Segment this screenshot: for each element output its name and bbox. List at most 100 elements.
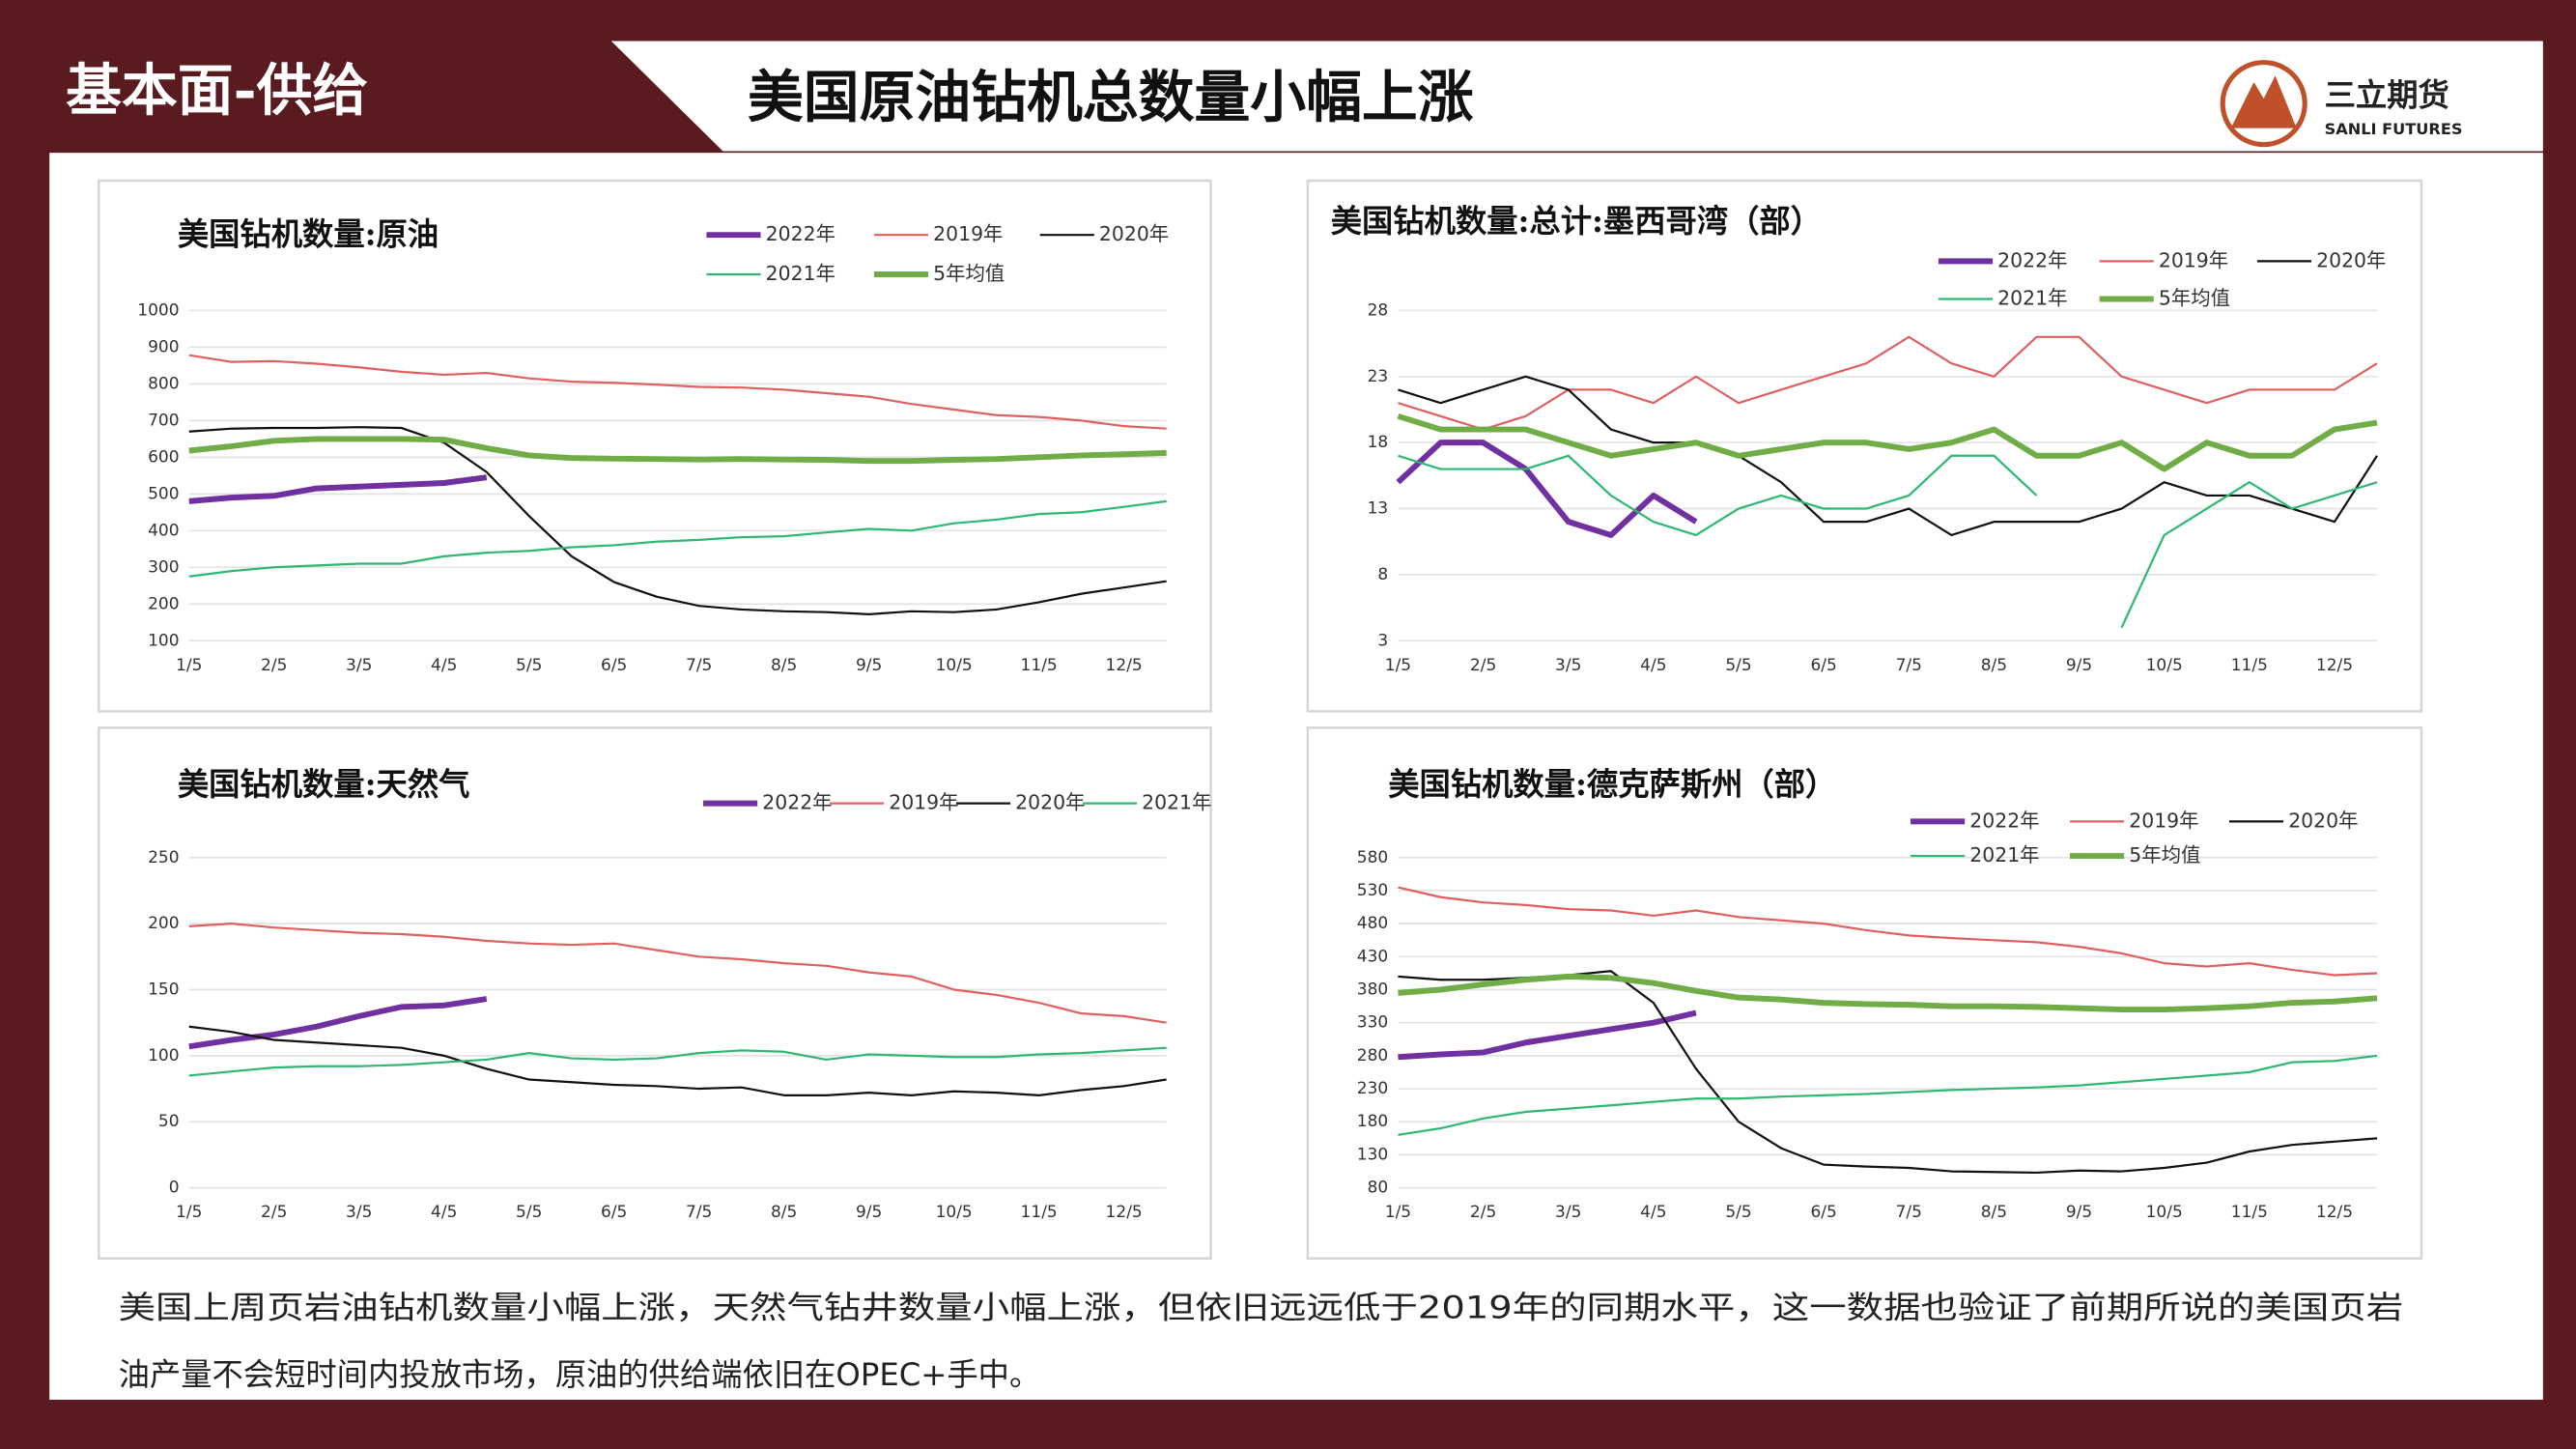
x-tick-label: 8/5 — [771, 656, 797, 675]
y-tick-label: 700 — [148, 411, 179, 430]
chart-title: 美国钻机数量:总计:墨西哥湾（部） — [1331, 203, 1822, 240]
y-tick-label: 80 — [1368, 1179, 1389, 1198]
legend-label: 5年均值 — [933, 262, 1005, 285]
series-line — [188, 1046, 1167, 1077]
y-tick-label: 250 — [148, 848, 179, 867]
y-tick-label: 500 — [148, 484, 179, 503]
title-band — [610, 41, 2543, 152]
legend-label: 2022年 — [766, 222, 835, 245]
y-tick-label: 18 — [1368, 433, 1389, 452]
logo-name: 三立期货 — [2325, 76, 2449, 113]
series-line — [188, 1025, 1167, 1096]
x-tick-label: 8/5 — [1981, 656, 2007, 675]
legend-label: 5年均值 — [2129, 843, 2200, 867]
x-tick-label: 8/5 — [1981, 1203, 2007, 1222]
x-tick-label: 5/5 — [1725, 656, 1751, 675]
legend-label: 2022年 — [762, 791, 832, 814]
x-tick-label: 10/5 — [2146, 1203, 2183, 1222]
chart-title: 美国钻机数量:德克萨斯州（部） — [1388, 766, 1836, 803]
legend-label: 2019年 — [2129, 809, 2198, 832]
chart-panel — [97, 179, 1212, 713]
series-line — [188, 474, 488, 504]
x-tick-label: 7/5 — [686, 1203, 712, 1222]
legend-label: 2019年 — [2159, 248, 2228, 271]
y-tick-label: 400 — [148, 521, 179, 540]
x-tick-label: 2/5 — [1470, 1203, 1496, 1222]
series-line — [188, 426, 1167, 615]
x-tick-label: 8/5 — [771, 1203, 797, 1222]
x-tick-label: 4/5 — [431, 1203, 457, 1222]
legend-label: 2021年 — [766, 262, 835, 285]
y-tick-label: 28 — [1368, 300, 1389, 320]
body-text: 油产量不会短时间内投放市场，原油的供给端依旧在OPEC+手中。 — [119, 1356, 1041, 1393]
x-tick-label: 12/5 — [2316, 1203, 2353, 1222]
x-tick-label: 11/5 — [1021, 656, 1058, 675]
x-tick-label: 9/5 — [856, 656, 882, 675]
chart-panel — [1306, 726, 2423, 1260]
series-line — [188, 923, 1167, 1024]
chart-panel — [1306, 179, 2423, 713]
y-tick-label: 3 — [1377, 631, 1388, 650]
logo-ring — [2220, 60, 2307, 148]
legend-label: 2019年 — [933, 222, 1003, 245]
series-line — [1398, 1054, 2378, 1136]
y-tick-label: 230 — [1357, 1079, 1388, 1098]
x-tick-label: 3/5 — [346, 1203, 372, 1222]
x-tick-label: 11/5 — [2231, 656, 2268, 675]
legend-label: 2020年 — [2288, 809, 2358, 832]
legend-label: 2020年 — [1015, 791, 1085, 814]
series-line — [188, 436, 1167, 465]
x-tick-label: 11/5 — [2231, 1203, 2268, 1222]
y-tick-label: 100 — [148, 631, 179, 650]
series-line — [1396, 440, 1698, 538]
x-tick-label: 7/5 — [1896, 1203, 1922, 1222]
x-tick-label: 10/5 — [2146, 656, 2183, 675]
x-tick-label: 2/5 — [261, 656, 287, 675]
x-tick-label: 1/5 — [1385, 1203, 1411, 1222]
series-line — [188, 499, 1167, 578]
y-tick-label: 280 — [1357, 1046, 1388, 1065]
x-tick-label: 4/5 — [431, 656, 457, 675]
x-tick-label: 5/5 — [516, 656, 542, 675]
x-tick-label: 12/5 — [1106, 1203, 1143, 1222]
x-tick-label: 9/5 — [2066, 1203, 2092, 1222]
y-tick-label: 150 — [148, 980, 179, 999]
x-tick-label: 6/5 — [1810, 656, 1836, 675]
y-tick-label: 480 — [1357, 914, 1388, 933]
section-label: 基本面-供给 — [66, 58, 368, 124]
x-tick-label: 6/5 — [1810, 1203, 1836, 1222]
legend-label: 2020年 — [2316, 248, 2386, 271]
slide-title: 美国原油钻机总数量小幅上涨 — [748, 64, 1474, 129]
x-tick-label: 10/5 — [936, 656, 973, 675]
x-tick-label: 12/5 — [2316, 656, 2353, 675]
y-tick-label: 13 — [1368, 499, 1389, 519]
x-tick-label: 1/5 — [176, 656, 202, 675]
y-tick-label: 200 — [148, 594, 179, 613]
y-tick-label: 1000 — [137, 300, 179, 320]
series-line — [1398, 886, 2378, 977]
series-line — [1398, 1009, 1697, 1061]
y-tick-label: 8 — [1377, 565, 1388, 584]
y-tick-label: 50 — [158, 1112, 180, 1131]
x-tick-label: 10/5 — [936, 1203, 973, 1222]
x-tick-label: 5/5 — [516, 1203, 542, 1222]
x-tick-label: 7/5 — [686, 656, 712, 675]
x-tick-label: 3/5 — [1555, 1203, 1581, 1222]
chart-title: 美国钻机数量:原油 — [178, 215, 439, 252]
logo-subtitle: SANLI FUTURES — [2325, 120, 2463, 138]
series-line — [188, 354, 1167, 430]
y-tick-label: 130 — [1357, 1145, 1388, 1164]
legend-label: 2021年 — [1969, 843, 2039, 867]
logo: 三立期货 SANLI FUTURES — [2220, 60, 2463, 148]
y-tick-label: 580 — [1357, 848, 1388, 867]
x-tick-label: 4/5 — [1640, 656, 1666, 675]
y-tick-label: 800 — [148, 374, 179, 393]
x-tick-label: 2/5 — [261, 1203, 287, 1222]
y-tick-label: 200 — [148, 914, 179, 933]
chart-title: 美国钻机数量:天然气 — [178, 766, 470, 803]
x-tick-label: 9/5 — [2066, 656, 2092, 675]
logo-mountain — [2230, 75, 2297, 128]
series-line — [1398, 375, 2378, 537]
x-tick-label: 11/5 — [1021, 1203, 1058, 1222]
